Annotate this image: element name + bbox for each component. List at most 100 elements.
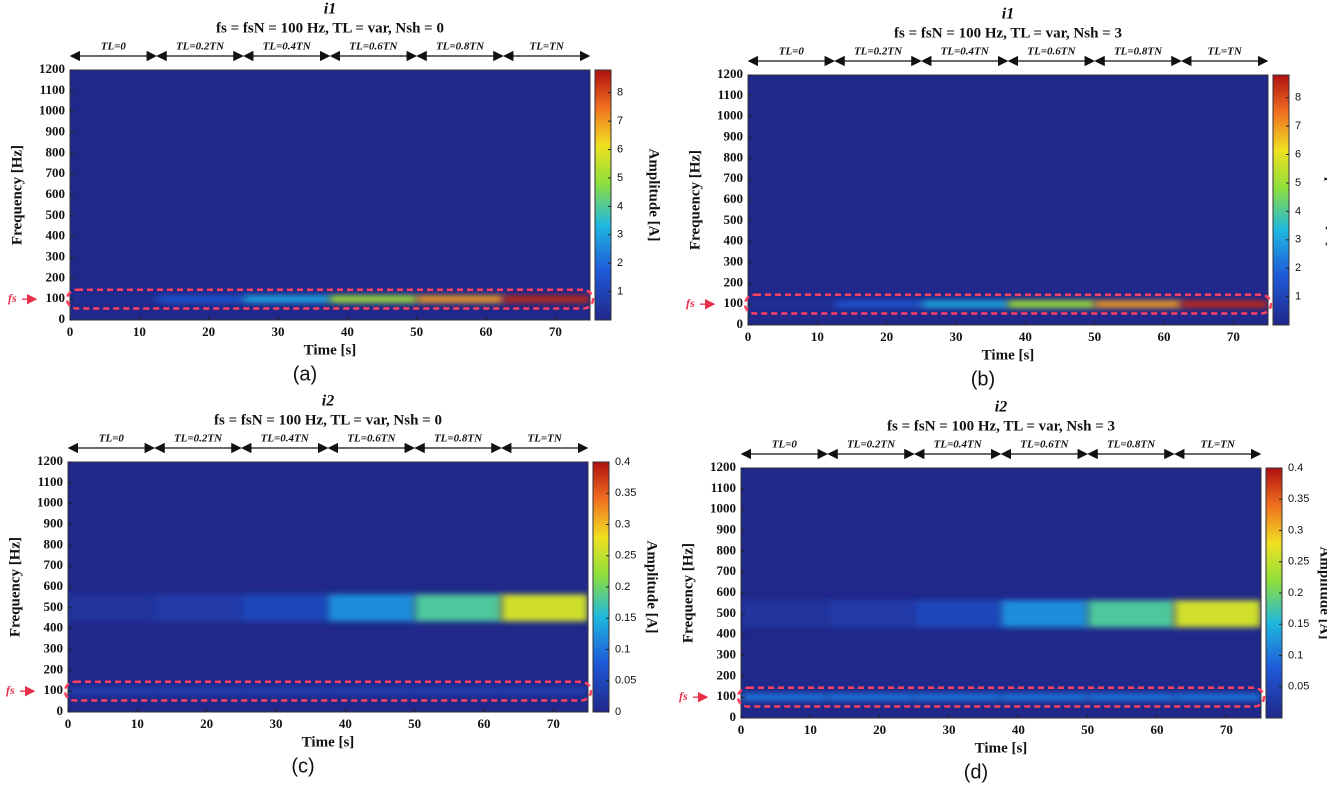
x-tick-label: 50: [1081, 722, 1094, 737]
panel-label: (b): [971, 368, 995, 390]
y-axis-label: Frequency [Hz]: [9, 145, 25, 245]
y-tick-label: 200: [44, 661, 64, 676]
colorbar-tick-label: 0.3: [1288, 524, 1303, 536]
colorbar-label: Amplitude [A]: [1317, 547, 1327, 640]
heat-cells: [741, 600, 1261, 701]
colorbar: [594, 69, 612, 321]
heat-cell: [1181, 300, 1268, 308]
x-tick-label: 20: [880, 329, 893, 344]
x-tick-label: 20: [873, 722, 886, 737]
y-tick-label: 1100: [38, 474, 63, 489]
marker-label: fs: [679, 689, 688, 703]
colorbar-tick-label: 4: [1295, 205, 1301, 217]
colorbar-tick-label: 0.2: [615, 581, 630, 593]
y-axis-label: Frequency [Hz]: [687, 150, 703, 250]
heat-cell: [243, 295, 330, 303]
colorbar-label: Amplitude [A]: [646, 149, 662, 242]
colorbar-tick-label: 7: [1295, 120, 1301, 132]
heat-cell: [330, 295, 417, 303]
y-tick-label: 1100: [40, 82, 65, 97]
colorbar-tick-label: 8: [1295, 92, 1301, 104]
segment-label: TL=0: [779, 46, 805, 58]
y-tick-label: 200: [46, 269, 66, 284]
y-tick-label: 900: [724, 128, 744, 143]
segment-label: TL=0: [99, 433, 125, 445]
colorbar-label: Amplitude [A]: [644, 541, 660, 634]
colorbar-tick-label: 0.35: [1288, 493, 1309, 505]
y-tick-label: 700: [44, 557, 64, 572]
y-tick-label: 1200: [39, 61, 65, 76]
heat-cells: [748, 300, 1268, 308]
heat-cell: [1174, 693, 1261, 701]
heat-cell: [914, 693, 1001, 701]
y-tick-label: 500: [724, 212, 744, 227]
segment-label: TL=0.6TN: [347, 433, 396, 445]
colorbar-tick-label: 1: [1295, 290, 1301, 302]
colorbar-tick-label: 0.4: [615, 456, 630, 468]
colorbar-tick-label: 0.05: [1288, 681, 1309, 693]
segment-label: TL=0.4TN: [941, 46, 990, 58]
colorbar-label: Amplitude [A]: [1324, 154, 1327, 247]
y-tick-label: 500: [46, 207, 66, 222]
y-tick-label: 900: [46, 123, 66, 138]
heat-cell: [328, 687, 415, 695]
chart-title: i1: [324, 1, 336, 18]
x-tick-label: 40: [1019, 329, 1032, 344]
x-tick-label: 60: [478, 716, 491, 731]
heat-cell: [1001, 600, 1088, 628]
y-tick-label: 0: [57, 703, 64, 718]
heat-cell: [827, 693, 915, 701]
panel-label: (d): [964, 761, 988, 783]
segment-label: TL=0.2TN: [174, 433, 223, 445]
y-tick-label: 600: [44, 578, 64, 593]
segment-label: TL=TN: [1200, 439, 1235, 451]
segment-label: TL=0.8TN: [1107, 439, 1156, 451]
plot-area: [68, 462, 588, 712]
y-tick-label: 800: [46, 144, 66, 159]
y-tick-label: 1100: [711, 480, 736, 495]
colorbar-tick-label: 0.35: [615, 487, 636, 499]
colorbar: [1272, 74, 1290, 326]
x-tick-label: 20: [202, 324, 215, 339]
panel-label: (a): [293, 363, 317, 385]
marker-band: [63, 680, 593, 702]
colorbar-tick-label: 3: [617, 229, 623, 241]
y-tick-label: 300: [724, 253, 744, 268]
heat-cell: [914, 600, 1001, 628]
segment-label: TL=0.8TN: [1114, 46, 1163, 58]
colorbar-tick-label: 5: [1295, 177, 1301, 189]
segment-label: TL=0.6TN: [349, 41, 398, 53]
y-tick-label: 1200: [37, 453, 63, 468]
marker-label: fs: [6, 683, 15, 697]
segment-label: TL=TN: [527, 433, 562, 445]
x-tick-label: 60: [1158, 329, 1171, 344]
y-tick-label: 100: [44, 682, 64, 697]
segment-label: TL=0.4TN: [934, 439, 983, 451]
y-tick-label: 100: [717, 688, 737, 703]
segment-label: TL=0.8TN: [436, 41, 485, 53]
x-tick-label: 70: [1227, 329, 1240, 344]
heat-cell: [241, 687, 328, 695]
chart-subtitle: fs = fsN = 100 Hz, TL = var, Nsh = 3: [887, 418, 1115, 434]
segment-label: TL=0.8TN: [434, 433, 483, 445]
y-tick-label: 400: [46, 228, 66, 243]
x-axis-label: Time [s]: [302, 734, 355, 750]
segment-label: TL=0.6TN: [1020, 439, 1069, 451]
heat-cell: [154, 687, 242, 695]
x-tick-label: 50: [408, 716, 421, 731]
y-tick-label: 300: [44, 640, 64, 655]
heat-cell: [70, 295, 157, 303]
x-tick-label: 10: [133, 324, 146, 339]
y-tick-label: 0: [59, 311, 66, 326]
heat-cell: [1174, 600, 1261, 628]
colorbar-tick-label: 0.25: [615, 550, 636, 562]
heat-cells: [68, 594, 588, 695]
heat-cell: [328, 594, 415, 622]
heat-cell: [1094, 300, 1182, 308]
heat-cell: [748, 300, 835, 308]
y-tick-label: 400: [717, 626, 737, 641]
y-tick-label: 800: [724, 149, 744, 164]
x-tick-label: 70: [547, 716, 560, 731]
marker-band: [736, 686, 1266, 708]
